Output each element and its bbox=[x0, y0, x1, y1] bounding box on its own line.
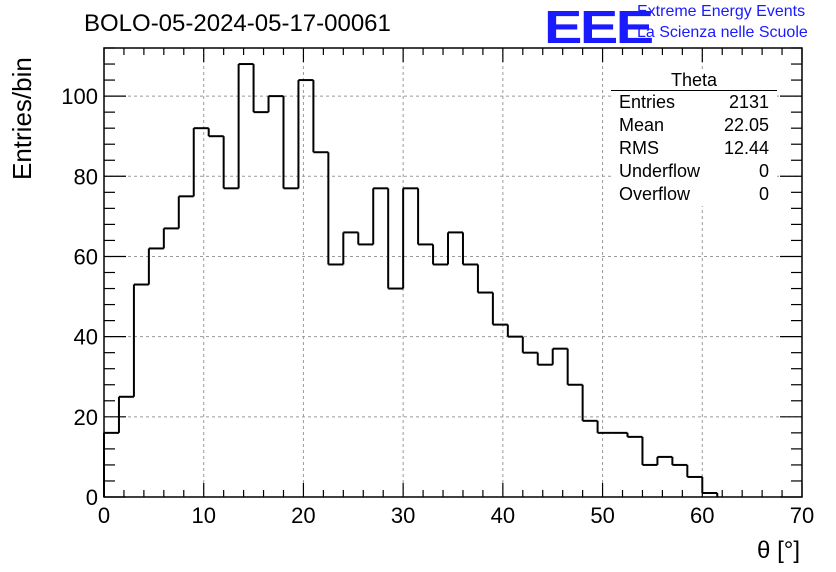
y-tick-label: 0 bbox=[86, 485, 98, 510]
x-tick-label: 20 bbox=[291, 503, 315, 528]
stats-label: Overflow bbox=[619, 184, 691, 204]
eee-logo: EEE bbox=[544, 1, 654, 53]
stats-value: 22.05 bbox=[723, 115, 769, 135]
y-axis-label: Entries/bin bbox=[7, 57, 37, 180]
x-tick-label: 70 bbox=[790, 503, 814, 528]
x-tick-label: 40 bbox=[491, 503, 515, 528]
y-tick-label: 80 bbox=[74, 164, 98, 189]
stats-label: Underflow bbox=[619, 161, 701, 181]
y-tick-label: 40 bbox=[74, 325, 98, 350]
x-tick-label: 60 bbox=[690, 503, 714, 528]
axes: 0 10 20 30 40 50 60 70 0 20 40 60 80 100 bbox=[61, 47, 814, 528]
logo-line-1: Extreme Energy Events bbox=[637, 3, 806, 20]
y-tick-label: 60 bbox=[74, 244, 98, 269]
stats-row-overflow: Overflow 0 bbox=[611, 183, 777, 206]
stats-value: 0 bbox=[758, 161, 769, 181]
x-tick-label: 10 bbox=[191, 503, 215, 528]
histogram-series bbox=[103, 63, 719, 497]
plot-title: BOLO-05-2024-05-17-00061 bbox=[84, 10, 391, 37]
stats-row-rms: RMS 12.44 bbox=[611, 137, 777, 160]
stats-row-mean: Mean 22.05 bbox=[611, 114, 777, 137]
x-tick-label: 50 bbox=[590, 503, 614, 528]
stats-box: Theta Entries 2131 Mean 22.05 RMS 12.44 … bbox=[611, 70, 777, 206]
x-axis-label: θ [°] bbox=[757, 537, 800, 564]
stats-value: 2131 bbox=[728, 92, 769, 112]
x-tick-label: 30 bbox=[391, 503, 415, 528]
stats-row-entries: Entries 2131 bbox=[611, 91, 777, 114]
stats-row-underflow: Underflow 0 bbox=[611, 160, 777, 183]
stats-label: Entries bbox=[619, 92, 676, 112]
stats-label: Mean bbox=[619, 115, 665, 135]
stats-value: 0 bbox=[758, 184, 769, 204]
stats-title: Theta bbox=[611, 70, 777, 91]
stats-value: 12.44 bbox=[723, 138, 769, 158]
y-tick-label: 100 bbox=[61, 84, 98, 109]
stats-label: RMS bbox=[619, 138, 659, 158]
logo-line-2: La Scienza nelle Scuole bbox=[637, 24, 808, 41]
x-tick-label: 0 bbox=[98, 503, 110, 528]
y-tick-label: 20 bbox=[74, 405, 98, 430]
